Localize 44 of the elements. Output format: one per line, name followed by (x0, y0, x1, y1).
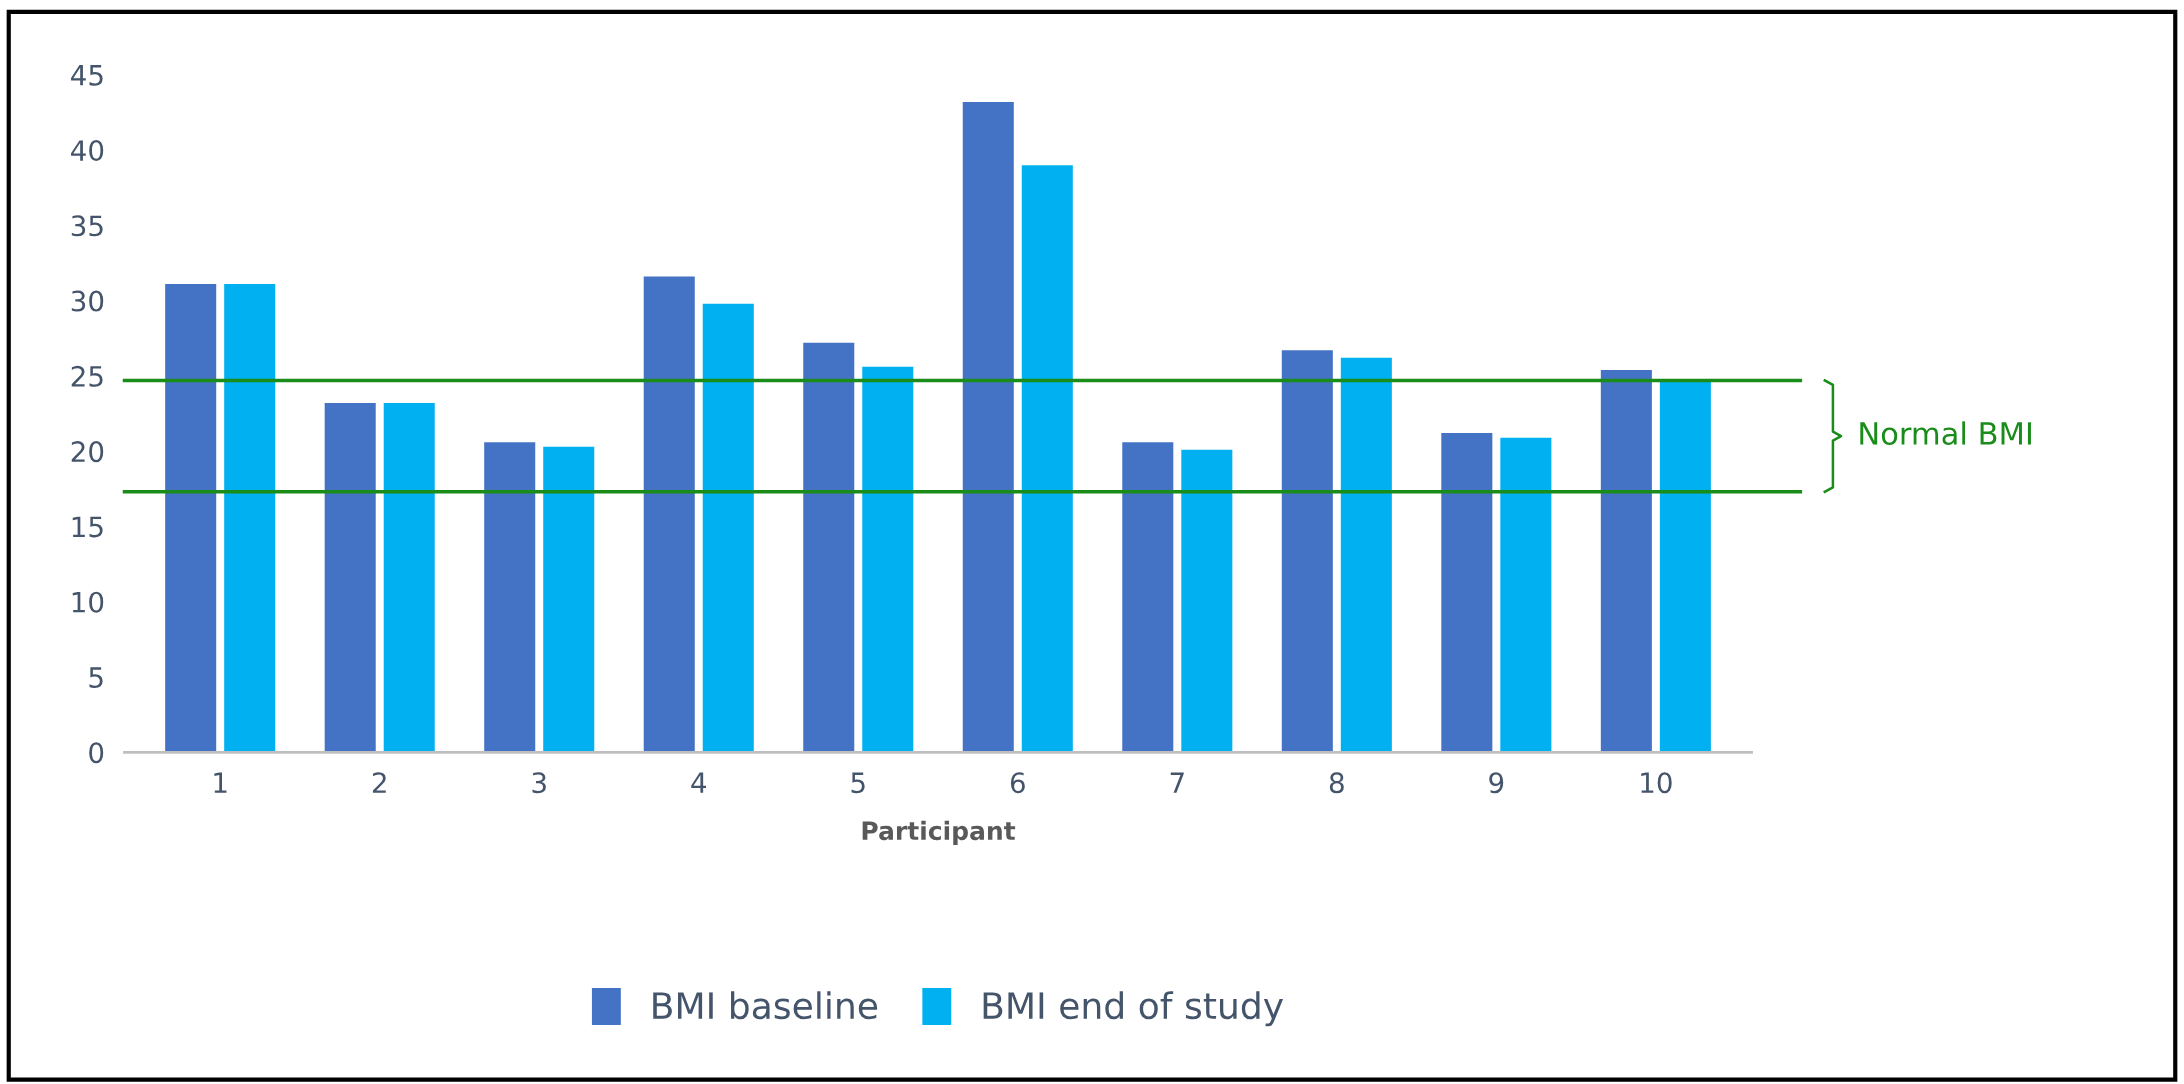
x-tick-label: 3 (532, 772, 546, 794)
y-tick-label: 0 (89, 742, 104, 764)
bar (1659, 380, 1711, 753)
y-tick-label: 10 (72, 591, 104, 613)
bar (643, 276, 695, 753)
y-tick-label: 15 (72, 516, 103, 538)
y-tick-label: 30 (71, 290, 104, 312)
bar (1441, 433, 1493, 753)
bar (224, 284, 276, 753)
x-tick-label: 10 (1641, 772, 1672, 794)
bar (1122, 442, 1174, 753)
bar (1021, 165, 1073, 753)
y-tick-label: 40 (71, 140, 104, 162)
x-tick-label: 9 (1489, 772, 1504, 794)
y-tick-label: 45 (71, 65, 103, 86)
bar (1500, 437, 1552, 753)
y-tick-label: 25 (71, 365, 103, 387)
bar (383, 403, 435, 753)
x-tick-label: 2 (372, 772, 386, 793)
bar (1600, 369, 1652, 753)
bar (165, 284, 217, 753)
bar (324, 403, 376, 753)
y-tick-label: 20 (71, 441, 104, 463)
x-tick-label: 5 (851, 772, 865, 794)
x-tick-label: 6 (1010, 772, 1025, 794)
bar (803, 342, 855, 753)
bar (702, 303, 754, 753)
bar (962, 101, 1014, 753)
x-axis-title: Participant (862, 820, 1016, 846)
text: Normal BMI (1860, 421, 2031, 445)
x-tick-label: 8 (1329, 772, 1344, 794)
y-tick-label: 5 (89, 667, 103, 688)
x-tick-label: 7 (1170, 772, 1184, 793)
y-tick-label: 35 (71, 215, 103, 237)
legend-label: BMI end of study (983, 991, 1284, 1027)
bar (1181, 449, 1233, 753)
x-tick-label: 1 (214, 772, 227, 793)
bar (484, 442, 536, 753)
bar (543, 446, 595, 753)
x-tick-label: 4 (691, 772, 707, 793)
legend-label: BMI baseline (653, 991, 878, 1020)
bar (1340, 357, 1392, 753)
bar (1281, 350, 1333, 753)
bar (862, 366, 914, 753)
